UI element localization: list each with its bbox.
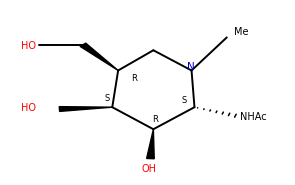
Polygon shape xyxy=(147,129,154,159)
Polygon shape xyxy=(80,43,118,70)
Text: S: S xyxy=(105,94,110,103)
Text: HO: HO xyxy=(21,41,36,51)
Text: N: N xyxy=(187,62,195,72)
Text: R: R xyxy=(131,74,137,83)
Polygon shape xyxy=(59,107,112,111)
Text: OH: OH xyxy=(142,164,157,174)
Text: R: R xyxy=(152,115,158,124)
Text: HO: HO xyxy=(21,103,36,113)
Text: Me: Me xyxy=(234,27,249,37)
Text: NHAc: NHAc xyxy=(240,112,267,122)
Text: S: S xyxy=(181,96,186,105)
